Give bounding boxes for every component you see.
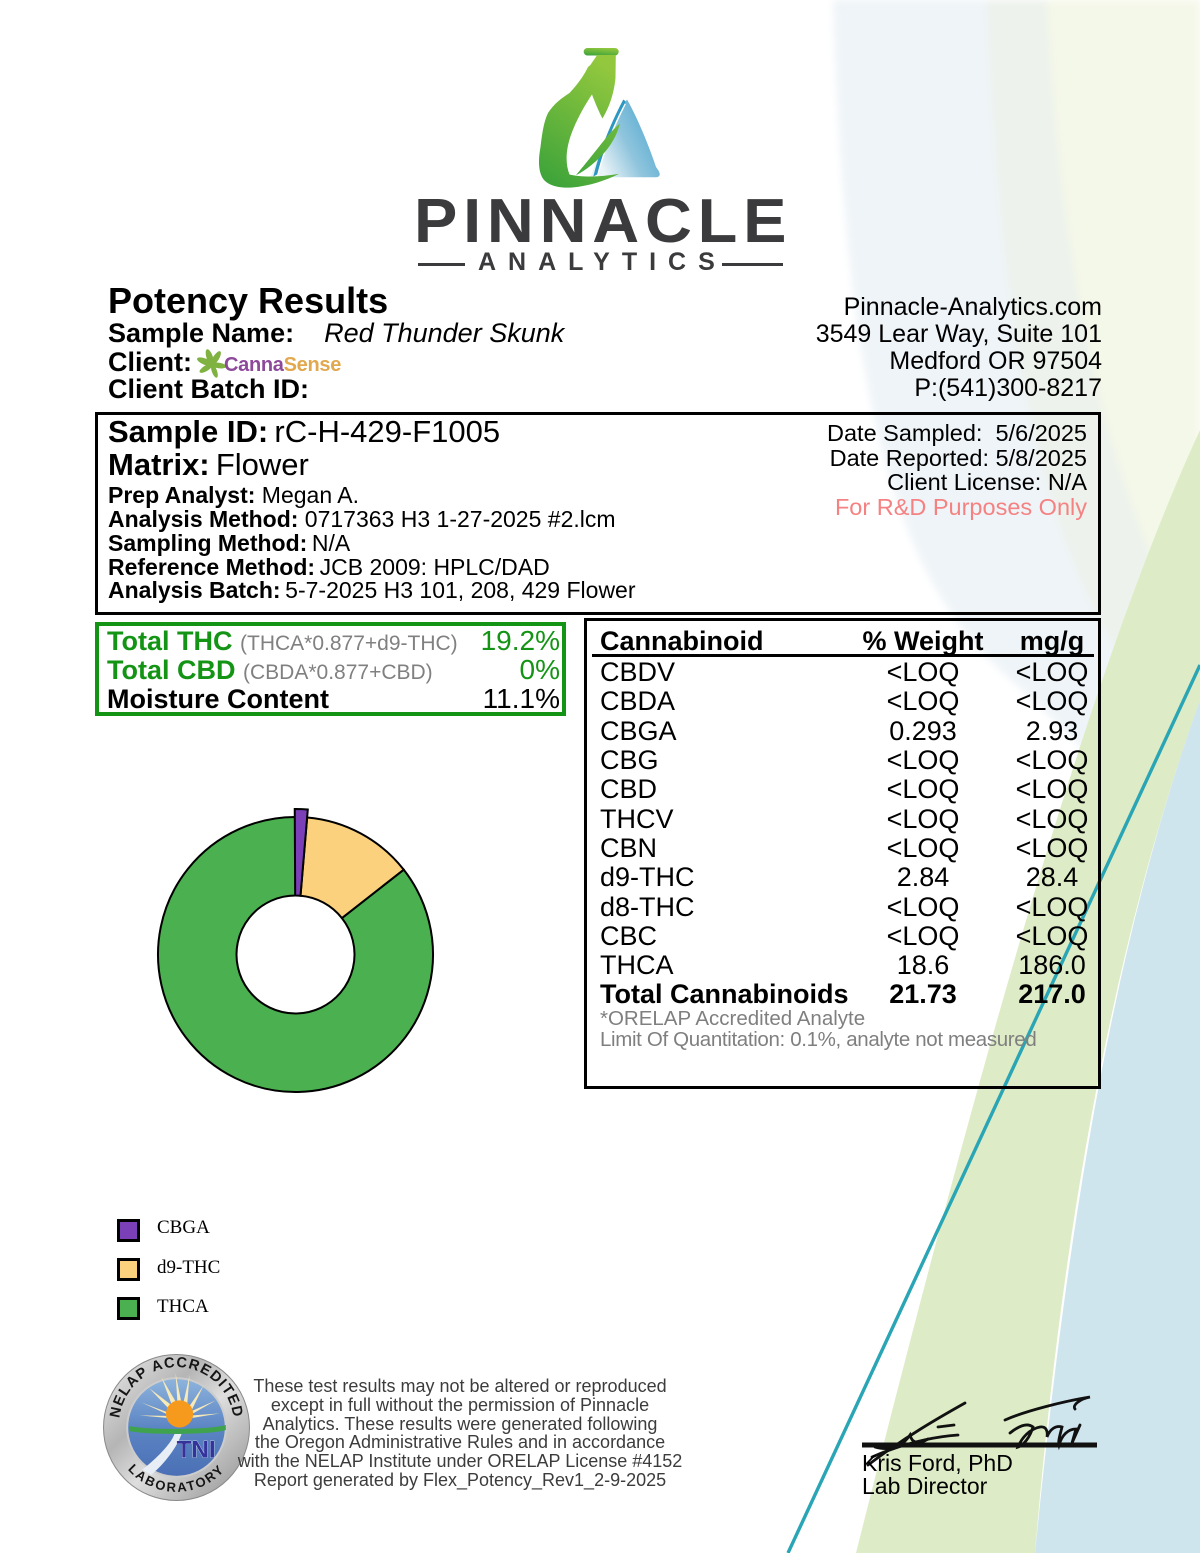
- svg-text:Kris Ford, PhD: Kris Ford, PhD: [862, 1450, 1013, 1476]
- svg-text:CannaSense: CannaSense: [224, 354, 341, 376]
- svg-text:Lab Director: Lab Director: [862, 1473, 988, 1499]
- svg-text:TNI: TNI: [177, 1437, 216, 1464]
